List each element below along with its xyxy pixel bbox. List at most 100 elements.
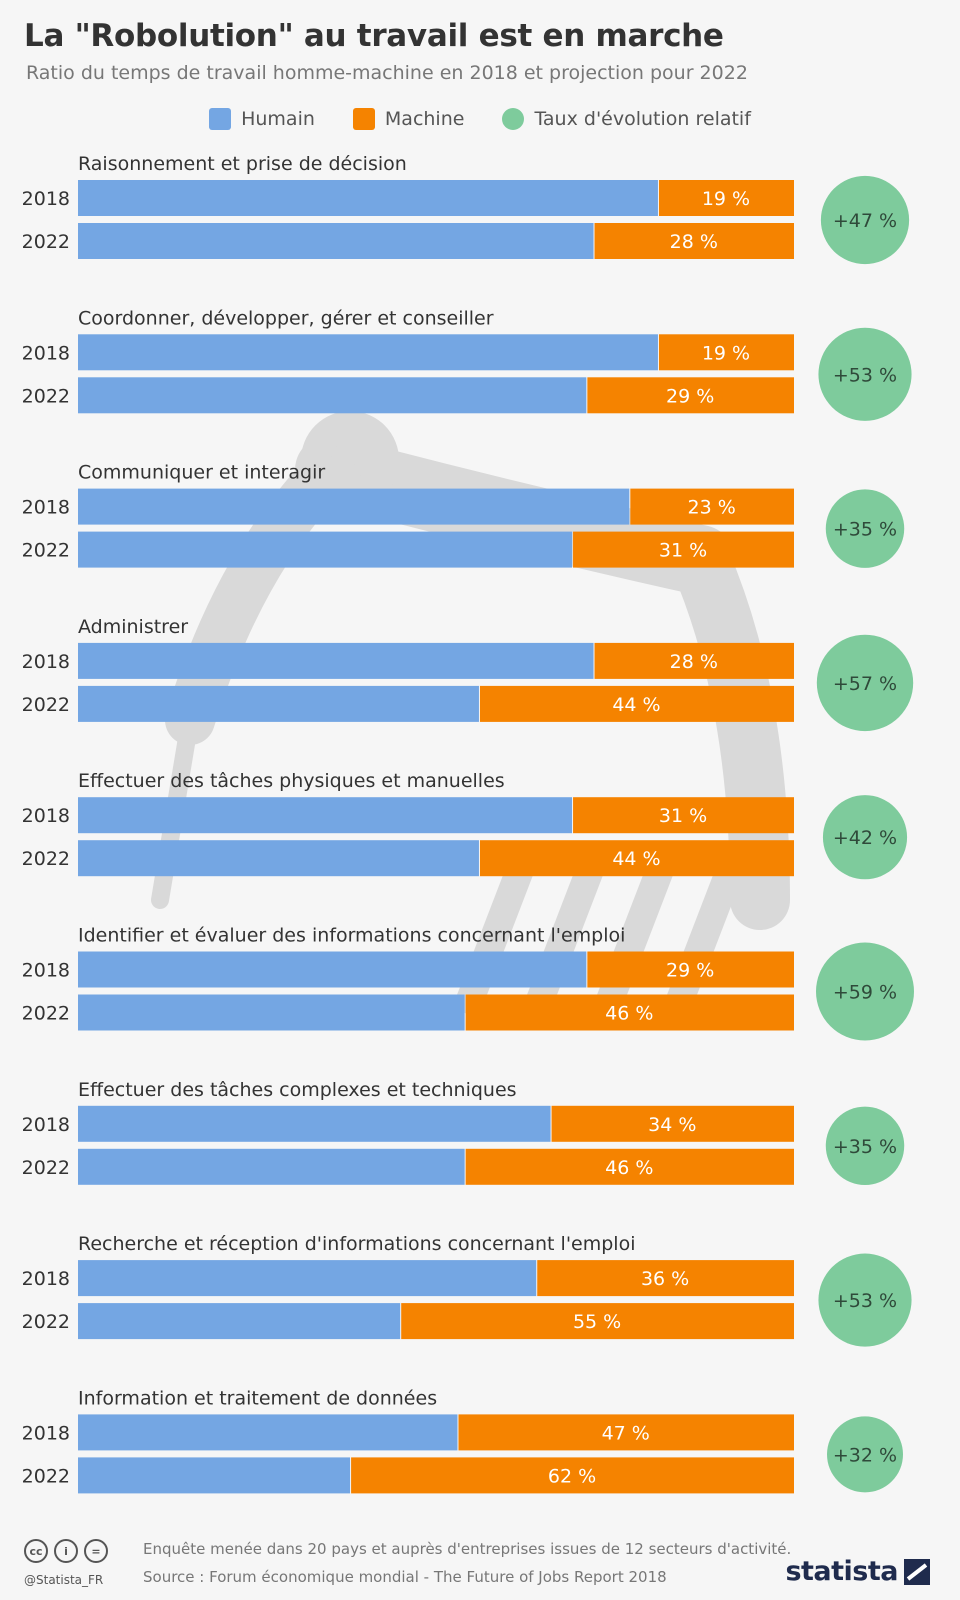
bar-machine-2018 [587,951,794,988]
year-label: 2018 [22,805,70,827]
legend-label-humain: Humain [241,108,315,130]
growth-bubble [818,1253,912,1347]
attribution-icon: i [54,1539,78,1563]
year-label: 2018 [22,188,70,210]
growth-label: +47 % [833,210,897,232]
bar-machine-2018 [458,1414,794,1451]
growth-label: +35 % [833,519,897,541]
machine-value-label: 46 % [605,1003,653,1025]
category-label: Administrer [78,616,188,638]
year-label: 2018 [22,342,70,364]
bar-humain-2018 [78,951,587,988]
machine-value-label: 19 % [702,342,750,364]
growth-label: +59 % [833,982,897,1004]
bar-humain-2022 [78,994,465,1031]
bar-humain-2022 [78,1457,351,1494]
machine-value-label: 28 % [670,651,718,673]
bar-machine-2018 [658,180,794,216]
bar-machine-2022 [465,994,794,1031]
machine-value-label: 55 % [573,1311,621,1333]
bar-machine-2018 [537,1260,794,1297]
brand-name: statista [785,1556,898,1587]
bar-machine-2022 [573,531,794,568]
legend-swatch-machine [352,108,375,130]
bar-machine-2022 [479,840,794,877]
legend-swatch-growth [502,108,525,130]
bar-machine-2022 [401,1303,794,1340]
legend: Humain Machine Taux d'évolution relatif [0,108,960,130]
chart-title: La "Robolution" au travail est en marche [24,18,724,54]
bar-machine-2022 [479,685,794,722]
bar-humain-2022 [78,1303,401,1340]
bar-machine-2018 [551,1105,794,1142]
legend-swatch-humain [209,108,232,130]
machine-value-label: 29 % [666,960,714,982]
growth-label: +53 % [833,364,897,386]
footer-source: Source : Forum économique mondial - The … [143,1568,667,1586]
growth-bubble [827,1416,903,1493]
bar-humain-2022 [78,531,573,568]
machine-value-label: 31 % [659,805,707,827]
machine-value-label: 47 % [602,1422,650,1444]
category-label: Information et traitement de données [78,1387,437,1409]
growth-label: +32 % [833,1444,897,1466]
bar-machine-2022 [594,223,794,259]
year-label: 2022 [22,231,70,253]
bar-machine-2018 [594,642,794,679]
bar-machine-2018 [658,334,794,371]
growth-bubble [820,175,910,265]
machine-value-label: 44 % [612,848,660,870]
year-label: 2018 [22,497,70,519]
machine-value-label: 36 % [641,1268,689,1290]
legend-label-growth: Taux d'évolution relatif [534,108,751,130]
year-label: 2022 [22,1465,70,1487]
year-label: 2022 [22,1311,70,1333]
category-label: Recherche et réception d'informations co… [78,1233,636,1255]
machine-value-label: 46 % [605,1157,653,1179]
growth-label: +57 % [833,673,897,695]
year-label: 2018 [22,1422,70,1444]
legend-item-growth: Taux d'évolution relatif [502,108,751,130]
bar-humain-2018 [78,1414,458,1451]
machine-value-label: 23 % [688,497,736,519]
year-label: 2018 [22,960,70,982]
year-label: 2022 [22,694,70,716]
machine-value-label: 28 % [670,231,718,253]
year-label: 2022 [22,385,70,407]
year-label: 2022 [22,1157,70,1179]
year-label: 2022 [22,540,70,562]
bar-humain-2022 [78,1148,465,1185]
growth-bubble [825,1106,905,1186]
machine-value-label: 29 % [666,385,714,407]
chart-subtitle: Ratio du temps de travail homme-machine … [26,62,748,84]
growth-bubble [822,795,908,880]
bar-humain-2018 [78,1260,537,1297]
bar-humain-2018 [78,488,630,525]
category-label: Identifier et évaluer des informations c… [78,925,625,947]
statista-logo: statista [785,1556,930,1587]
year-label: 2022 [22,848,70,870]
legend-label-machine: Machine [384,108,465,130]
category-label: Coordonner, développer, gérer et conseil… [78,307,494,329]
year-label: 2018 [22,1268,70,1290]
year-label: 2018 [22,1114,70,1136]
bar-humain-2022 [78,377,587,414]
bar-humain-2018 [78,642,594,679]
category-label: Raisonnement et prise de décision [78,153,407,175]
bar-humain-2018 [78,180,658,216]
bar-humain-2018 [78,797,573,834]
growth-label: +35 % [833,1136,897,1158]
bar-humain-2022 [78,223,594,259]
machine-value-label: 31 % [659,540,707,562]
bar-machine-2022 [351,1457,794,1494]
legend-item-machine: Machine [352,108,465,130]
growth-bubble [818,327,912,421]
growth-bubble [825,489,905,568]
growth-bubble [816,634,914,732]
growth-label: +53 % [833,1290,897,1312]
bar-humain-2018 [78,334,658,371]
machine-value-label: 34 % [648,1114,696,1136]
footer-handle: @Statista_FR [24,1573,104,1587]
year-label: 2018 [22,651,70,673]
bar-machine-2022 [587,377,794,414]
